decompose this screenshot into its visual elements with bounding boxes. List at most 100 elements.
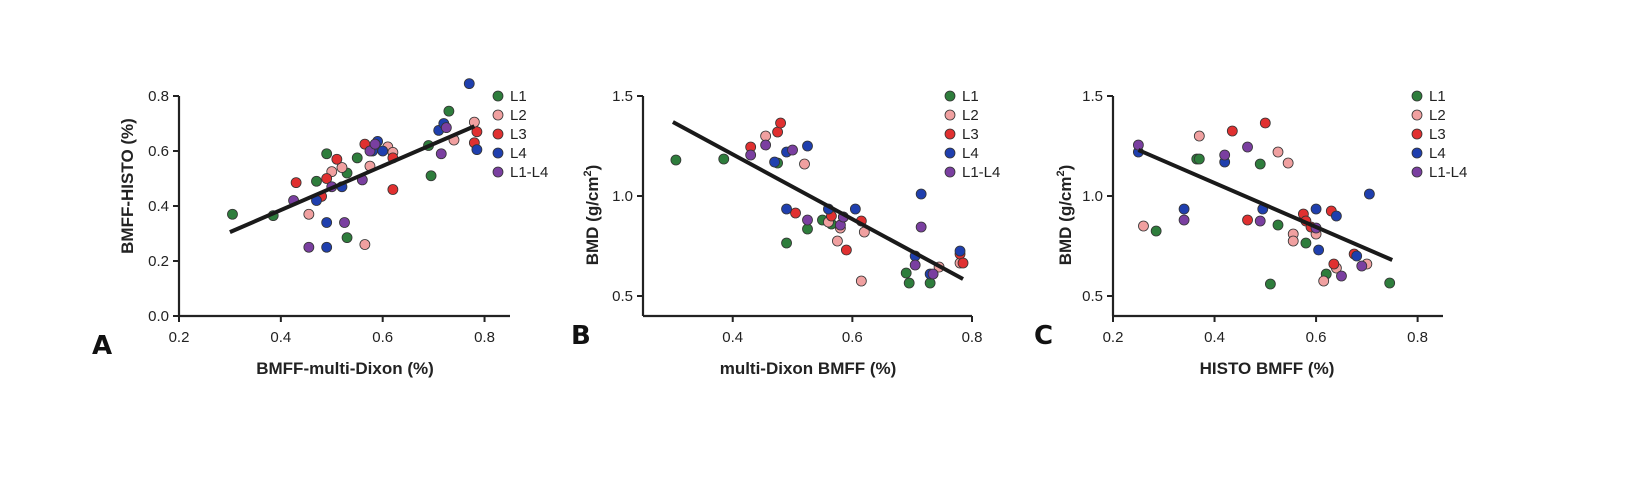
panel-b-point-l4 bbox=[781, 203, 792, 215]
panel-b-point-l1 bbox=[802, 223, 813, 235]
panel-c-legend-label-l2: L2 bbox=[1429, 107, 1446, 124]
panel-a-point-l4 bbox=[377, 145, 389, 157]
panel-c-y-tick-label: 0.5 bbox=[1082, 288, 1103, 305]
panel-b-y-tick-label: 1.5 bbox=[612, 88, 633, 105]
panel-c-point-l1 bbox=[1193, 153, 1205, 165]
panel-b-point-l4 bbox=[954, 245, 966, 257]
panel-b-legend-label-l4: L4 bbox=[962, 145, 979, 162]
panel-b-point-l1-l4 bbox=[927, 268, 939, 280]
panel-b-legend-marker-l3 bbox=[944, 128, 956, 140]
panel-c-point-l2 bbox=[1138, 220, 1149, 232]
panel-c-point-l4 bbox=[1363, 188, 1375, 200]
panel-c-point-l2 bbox=[1193, 130, 1205, 142]
panel-c-regression-line bbox=[1137, 148, 1394, 262]
panel-a-point-l1-l4 bbox=[435, 148, 447, 160]
panel-b-x-axis-title: multi-Dixon BMFF (%) bbox=[720, 359, 897, 378]
panel-b-point-l1-l4 bbox=[802, 214, 813, 226]
panel-c-point-l3 bbox=[1328, 258, 1340, 270]
panel-b-legend-marker-l4 bbox=[944, 147, 956, 159]
panel-b-point-l3 bbox=[957, 257, 969, 269]
panel-a-legend-label-l2: L2 bbox=[510, 107, 527, 124]
panel-c-x-tick-label: 0.8 bbox=[1407, 329, 1428, 346]
panel-a-y-tick-label: 0.8 bbox=[148, 88, 169, 105]
panel-c-point-l1-l4 bbox=[1242, 141, 1253, 153]
panel-b-point-l2 bbox=[799, 158, 810, 170]
panel-a-point-l2 bbox=[336, 162, 348, 173]
panel-a-legend-marker-l1 bbox=[492, 90, 504, 102]
panel-c-point-l2 bbox=[1318, 275, 1330, 287]
panel-a-point-l1-l4 bbox=[440, 122, 452, 134]
panel-b-y-axis-title-end: ) bbox=[583, 165, 602, 171]
panel-a-x-tick-label: 0.4 bbox=[270, 329, 291, 346]
panel-c-y-axis-title-main: BMD (g/cm bbox=[1056, 177, 1075, 266]
panel-a-legend-label-l1-l4: L1-L4 bbox=[510, 164, 548, 181]
panel-a-x-axis-title: BMFF-multi-Dixon (%) bbox=[256, 359, 434, 378]
panel-b-point-l2 bbox=[760, 130, 772, 142]
panel-c-point-l2 bbox=[1272, 146, 1284, 158]
panel-c-x-tick-label: 0.4 bbox=[1204, 329, 1225, 346]
panel-b-point-l1 bbox=[903, 277, 915, 289]
panel-b-letter: B bbox=[571, 321, 591, 351]
panel-b-point-l1-l4 bbox=[760, 139, 772, 151]
panel-b-point-l3 bbox=[775, 117, 786, 129]
panel-c-point-l3 bbox=[1242, 214, 1253, 226]
panel-a: A BMFF-multi-Dixon (%) BMFF-HISTO (%) 0.… bbox=[92, 78, 548, 378]
panel-c-point-l4 bbox=[1313, 244, 1325, 256]
panel-b-point-l4 bbox=[802, 140, 813, 152]
panel-c-point-l1-l4 bbox=[1254, 215, 1266, 227]
panel-b-point-l3 bbox=[840, 244, 852, 256]
panel-b-regression-line bbox=[671, 120, 964, 281]
panel-b-point-l1-l4 bbox=[745, 149, 757, 161]
panel-c-point-l1-l4 bbox=[1356, 260, 1368, 272]
panel-b-legend-label-l3: L3 bbox=[962, 126, 979, 143]
panel-c-point-l1 bbox=[1384, 277, 1396, 289]
panel-b-legend-label-l2: L2 bbox=[962, 107, 979, 124]
panel-c-point-l1-l4 bbox=[1336, 270, 1347, 282]
panel-c-point-l2 bbox=[1282, 157, 1294, 169]
panel-c-y-axis-title-end: ) bbox=[1056, 165, 1075, 171]
panel-a-point-l1-l4 bbox=[339, 217, 350, 228]
panel-a-x-tick-label: 0.8 bbox=[474, 329, 495, 346]
panel-a-point-l1 bbox=[311, 175, 322, 187]
panel-c-point-l4 bbox=[1310, 203, 1322, 215]
panel-a-y-axis-title: BMFF-HISTO (%) bbox=[118, 118, 137, 254]
panel-c-legend-marker-l4 bbox=[1411, 147, 1423, 159]
panel-a-point-l2 bbox=[303, 208, 315, 220]
panel-a-x-tick-label: 0.2 bbox=[169, 329, 190, 346]
panel-c-y-axis-title-sup: 2 bbox=[1055, 170, 1067, 176]
panel-c-legend-label-l1: L1 bbox=[1429, 88, 1446, 105]
panel-b-point-l1 bbox=[670, 154, 682, 166]
panel-a-point-l3 bbox=[471, 126, 483, 138]
panel-a-point-l3 bbox=[331, 153, 343, 165]
panel-a-y-tick-label: 0.6 bbox=[148, 143, 169, 160]
panel-a-point-l1 bbox=[425, 170, 437, 182]
panel-a-point-l1 bbox=[321, 148, 333, 160]
panel-c-point-l3 bbox=[1259, 117, 1271, 129]
panel-a-point-l3 bbox=[290, 177, 302, 189]
panel-c-point-l4 bbox=[1330, 210, 1342, 222]
panel-c: C HISTO BMFF (%) BMD (g/cm2) 0.5 1.0 1.5 0.… bbox=[1034, 88, 1467, 378]
panel-a-x-tick-label: 0.6 bbox=[372, 329, 393, 346]
panel-b-y-tick-label: 1.0 bbox=[612, 188, 633, 205]
panel-c-point-l1 bbox=[1150, 225, 1162, 237]
panel-a-legend-marker-l1-l4 bbox=[492, 166, 504, 178]
panel-c-point-l1 bbox=[1254, 158, 1266, 170]
panel-a-point-l1-l4 bbox=[303, 241, 315, 253]
panel-b-point-l1-l4 bbox=[909, 259, 921, 271]
panel-a-point-l1-l4 bbox=[369, 138, 381, 150]
panel-b-legend-marker-l2 bbox=[944, 109, 956, 121]
panel-c-point-l4 bbox=[1178, 203, 1190, 215]
panel-b-point-l3 bbox=[772, 126, 783, 138]
panel-c-point-l1-l4 bbox=[1132, 139, 1144, 151]
panel-a-legend-marker-l2 bbox=[492, 109, 504, 121]
panel-c-y-tick-label: 1.0 bbox=[1082, 188, 1103, 205]
panel-c-x-tick-label: 0.2 bbox=[1103, 329, 1124, 346]
panel-a-point-l1 bbox=[341, 232, 353, 244]
panel-c-x-axis-title: HISTO BMFF (%) bbox=[1200, 359, 1335, 378]
panel-b-y-axis-title-main: BMD (g/cm bbox=[583, 177, 602, 266]
panel-a-legend-label-l3: L3 bbox=[510, 126, 527, 143]
panel-a-legend-marker-l3 bbox=[492, 128, 504, 140]
panel-c-y-axis-title: BMD (g/cm2) bbox=[1055, 165, 1075, 266]
panel-b-legend-marker-l1 bbox=[944, 90, 956, 102]
panel-c-point-l4 bbox=[1351, 250, 1363, 262]
